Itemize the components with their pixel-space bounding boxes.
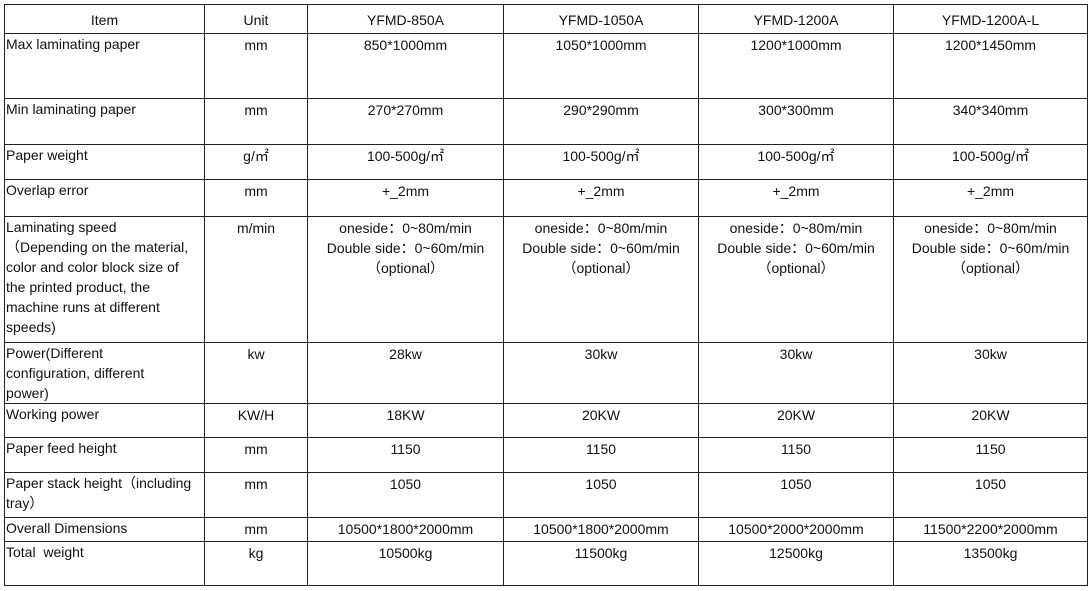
cell-yfmd-1200a-l: 100-500g/㎡ [893,144,1088,180]
cell-yfmd-850a: 10500*1800*2000mm [307,517,504,542]
table-row: Max laminating paper mm 850*1000mm 1050*100… [4,33,1088,99]
cell-yfmd-850a: 28kw [307,342,504,404]
table-row: Power(Different configuration, different… [4,342,1088,404]
cell-yfmd-1200a: 300*300mm [698,98,894,145]
cell-yfmd-1200a: 1200*1000mm [698,33,894,99]
cell-yfmd-1050a: 1050 [503,472,699,518]
spec-table-body: Item Unit YFMD-850A YFMD-1050A YFMD-1200A YFM… [4,4,1088,586]
cell-yfmd-1200a-l: 11500*2200*2000mm [893,517,1088,542]
cell-yfmd-1050a: 100-500g/㎡ [503,144,699,180]
cell-unit: g/㎡ [204,144,308,180]
cell-yfmd-850a: 1150 [307,437,504,473]
cell-yfmd-1200a-l: oneside：0~80m/min Double side：0~60m/min … [893,216,1088,343]
header-cell-yfmd-850a: YFMD-850A [307,4,504,34]
cell-yfmd-1200a: oneside：0~80m/min Double side：0~60m/min … [698,216,894,343]
cell-yfmd-1050a: 11500kg [503,541,699,586]
cell-yfmd-850a: oneside：0~80m/min Double side：0~60m/min … [307,216,504,343]
table-row: Paper feed height mm 1150 1150 1150 1150 [4,437,1088,473]
cell-yfmd-850a: 10500kg [307,541,504,586]
cell-yfmd-1050a: 1050*1000mm [503,33,699,99]
cell-yfmd-850a: 1050 [307,472,504,518]
cell-item: Paper stack height（including tray） [4,472,205,518]
cell-yfmd-1050a: +_2mm [503,179,699,217]
cell-unit: m/min [204,216,308,343]
cell-yfmd-850a: 18KW [307,403,504,438]
header-cell-yfmd-1200a-l: YFMD-1200A-L [893,4,1088,34]
table-row: Total weight kg 10500kg 11500kg 12500kg 13500… [4,541,1088,586]
spec-table: Item Unit YFMD-850A YFMD-1050A YFMD-1200A YFM… [4,4,1088,586]
cell-item: Power(Different configuration, different… [4,342,205,404]
cell-yfmd-850a: 100-500g/㎡ [307,144,504,180]
cell-yfmd-850a: 270*270mm [307,98,504,145]
cell-unit: mm [204,98,308,145]
cell-yfmd-1200a: 1050 [698,472,894,518]
cell-item: Working power [4,403,205,438]
cell-item: Min laminating paper [4,98,205,145]
cell-yfmd-1200a-l: 1200*1450mm [893,33,1088,99]
cell-yfmd-1200a: +_2mm [698,179,894,217]
cell-item: Max laminating paper [4,33,205,99]
cell-yfmd-1050a: 290*290mm [503,98,699,145]
cell-yfmd-1200a: 12500kg [698,541,894,586]
cell-yfmd-1050a: oneside：0~80m/min Double side：0~60m/min … [503,216,699,343]
table-row: Working power KW/H 18KW 20KW 20KW 20KW [4,403,1088,438]
cell-yfmd-1200a-l: 1150 [893,437,1088,473]
cell-unit: kg [204,541,308,586]
cell-yfmd-1200a-l: 30kw [893,342,1088,404]
header-cell-unit: Unit [204,4,308,34]
header-cell-item: Item [4,4,205,34]
cell-yfmd-1200a-l: 1050 [893,472,1088,518]
cell-yfmd-1200a-l: 13500kg [893,541,1088,586]
cell-unit: kw [204,342,308,404]
cell-yfmd-1200a: 20KW [698,403,894,438]
table-row: Overall Dimensions mm 10500*1800*2000mm 105… [4,517,1088,542]
table-row: Laminating speed （Depending on the mater… [4,216,1088,343]
cell-yfmd-1200a-l: 20KW [893,403,1088,438]
cell-yfmd-1050a: 30kw [503,342,699,404]
table-row: Paper stack height（including tray） mm 1050… [4,472,1088,518]
cell-yfmd-850a: +_2mm [307,179,504,217]
cell-yfmd-1050a: 1150 [503,437,699,473]
cell-yfmd-1200a: 30kw [698,342,894,404]
cell-item: Paper weight [4,144,205,180]
cell-item: Overlap error [4,179,205,217]
cell-item: Total weight [4,541,205,586]
cell-item: Paper feed height [4,437,205,473]
cell-unit: mm [204,437,308,473]
cell-item: Laminating speed （Depending on the mater… [4,216,205,343]
cell-yfmd-1200a-l: 340*340mm [893,98,1088,145]
table-row: Min laminating paper mm 270*270mm 290*290mm… [4,98,1088,145]
cell-yfmd-1050a: 10500*1800*2000mm [503,517,699,542]
table-row: Paper weight g/㎡ 100-500g/㎡ 100-500g/㎡ 100-5… [4,144,1088,180]
header-cell-yfmd-1050a: YFMD-1050A [503,4,699,34]
cell-unit: KW/H [204,403,308,438]
table-header-row: Item Unit YFMD-850A YFMD-1050A YFMD-1200A YFM… [4,4,1088,34]
cell-yfmd-1200a: 1150 [698,437,894,473]
cell-unit: mm [204,517,308,542]
cell-item: Overall Dimensions [4,517,205,542]
header-cell-yfmd-1200a: YFMD-1200A [698,4,894,34]
cell-yfmd-1200a: 100-500g/㎡ [698,144,894,180]
cell-yfmd-1200a-l: +_2mm [893,179,1088,217]
cell-unit: mm [204,472,308,518]
table-row: Overlap error mm +_2mm +_2mm +_2mm +_2mm [4,179,1088,217]
cell-yfmd-1050a: 20KW [503,403,699,438]
cell-unit: mm [204,179,308,217]
cell-yfmd-850a: 850*1000mm [307,33,504,99]
cell-yfmd-1200a: 10500*2000*2000mm [698,517,894,542]
cell-unit: mm [204,33,308,99]
